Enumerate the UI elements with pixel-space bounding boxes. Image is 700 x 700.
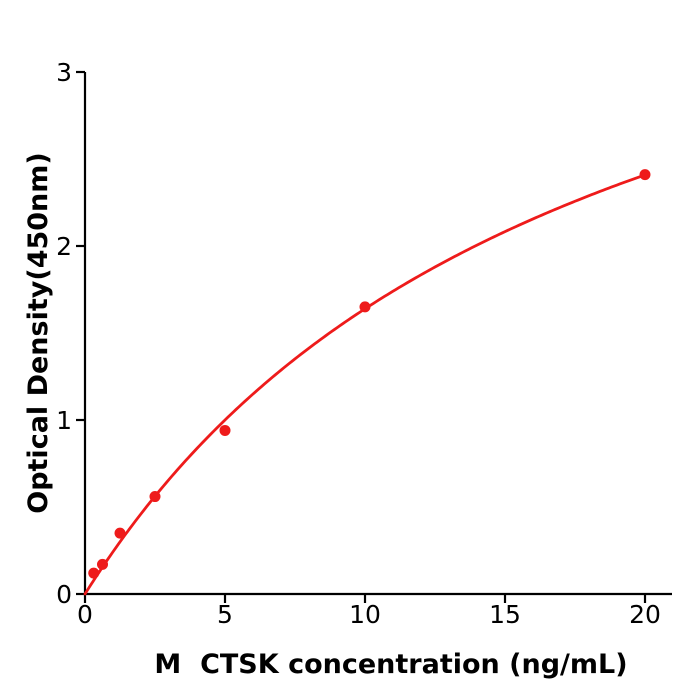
fit-curve	[83, 173, 647, 596]
y-tick-label: 1	[56, 406, 72, 435]
data-point	[639, 169, 651, 181]
x-tick-label: 15	[489, 600, 521, 629]
data-point	[114, 527, 126, 539]
data-point	[149, 491, 161, 503]
x-tick-label: 10	[349, 600, 381, 629]
x-tick-label: 0	[77, 600, 93, 629]
y-axis-title: Optical Density(450nm)	[23, 152, 54, 514]
y-tick-label: 2	[56, 232, 72, 261]
x-tick-label: 20	[629, 600, 661, 629]
plot-area: 0 5 10 15 20 0 1 2 3	[56, 58, 672, 629]
data-point	[359, 301, 371, 313]
x-axis-title: M CTSK concentration (ng/mL)	[154, 649, 627, 680]
y-tick-label: 0	[56, 580, 72, 609]
y-tick-label: 3	[56, 58, 72, 87]
x-tick-label: 5	[217, 600, 233, 629]
data-point	[97, 558, 108, 570]
data-point	[219, 424, 231, 436]
data-point	[88, 567, 100, 579]
